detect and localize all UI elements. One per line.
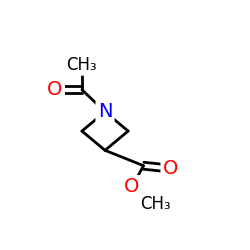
Text: CH₃: CH₃ — [66, 56, 97, 74]
Text: N: N — [98, 102, 112, 121]
Text: CH₃: CH₃ — [140, 195, 170, 213]
Text: O: O — [47, 80, 63, 99]
Text: O: O — [124, 178, 140, 197]
Text: O: O — [163, 159, 178, 178]
